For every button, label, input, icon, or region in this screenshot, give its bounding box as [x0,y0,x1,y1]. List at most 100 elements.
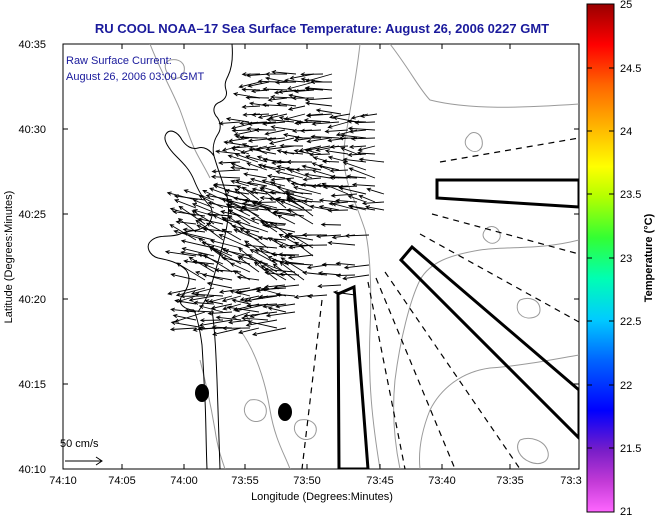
buoy-marker-2 [278,403,292,421]
buoy-marker-1 [195,384,209,402]
current-vector-arrow [176,262,206,281]
current-vector-arrow [327,121,349,129]
colorbar-tick-label: 21 [620,506,632,518]
current-vector-arrow [237,327,260,335]
current-vector-arrow [278,252,300,257]
current-vector-arrow [318,204,340,211]
current-vector-arrow [240,316,269,321]
current-vector-arrow [209,187,242,201]
x-axis-ticks [62,44,580,469]
current-vector-arrow [273,284,300,290]
y-tick-label: 40:10 [18,464,46,476]
current-vector-arrow [236,275,260,281]
x-tick-label: 73:55 [231,475,259,487]
current-vector-arrow [283,78,306,83]
current-vector-arrow [300,72,324,77]
current-vector-arrow [347,194,367,203]
current-vector-arrow [284,261,314,266]
current-vector-arrow [338,186,367,195]
current-vector-arrow [169,224,197,241]
current-vector-arrow [275,303,296,309]
current-vector-arrow [192,199,215,209]
current-vector-arrow [193,300,215,305]
colorbar-label: Temperature (°C) [643,213,655,302]
current-vector-arrow [204,299,224,305]
colorbar-tick-label: 23 [620,253,632,265]
current-vector-arrow [256,155,277,163]
current-vector-arrow [233,129,259,137]
current-vector-arrow [348,204,376,211]
bathymetry-contours [149,44,579,469]
current-vector-arrow [274,80,297,85]
current-vector-arrow [315,108,342,115]
current-vector-arrow [289,73,315,80]
current-vector-arrow [317,271,342,276]
current-vector-arrow [180,239,215,249]
colorbar-tick-label: 25 [620,0,632,11]
current-vector-arrow [239,121,268,126]
current-vector-arrow [268,113,288,120]
current-vector-arrow [327,240,356,246]
current-vector-arrow [251,327,287,337]
current-vector-arrow [260,265,287,281]
current-vector-arrow [246,162,268,171]
current-vector-arrow [231,128,250,133]
current-vector-arrow [348,144,367,150]
x-axis-label: Longitude (Degrees:Minutes) [251,491,393,503]
current-vector-arrow [251,112,270,117]
current-vector-arrow [294,167,313,172]
colorbar-tick-label: 24.5 [620,63,641,75]
current-vector-arrow [197,326,224,331]
current-vector-arrow [215,315,242,321]
current-vector-arrow [184,308,215,313]
current-vector-arrow [287,105,306,111]
current-vector-arrow [327,155,349,163]
current-vector-arrow [222,326,251,331]
current-vector-arrow [279,200,304,211]
y-tick-label: 40:25 [18,209,46,221]
current-vector-arrow [247,320,278,329]
y-axis-label: Latitude (Degrees:Minutes) [3,191,15,324]
current-vector-arrow [242,112,261,117]
current-vector-arrow [321,262,342,267]
current-vector-arrow [228,137,250,143]
current-vector-arrow [248,101,270,107]
current-vector-arrow [223,249,251,257]
current-vector-arrow [340,133,367,139]
current-vector-arrow [365,205,385,211]
current-vector-arrow [294,135,322,140]
current-vector-arrow [221,295,242,303]
current-vector-arrow [226,305,260,313]
current-vector-arrow [329,144,349,149]
current-vector-arrow [257,113,279,120]
current-vector-arrow [237,256,260,273]
current-vector-arrow [350,113,369,120]
current-vector-arrow [348,167,376,179]
colorbar-tick-label: 22 [620,380,632,392]
colorbar-tick-label: 22.5 [620,316,641,328]
current-vector-arrow [294,241,314,257]
current-vector-arrow [241,87,261,92]
current-vector-arrow [209,239,242,249]
current-vector-arrow [329,168,349,173]
current-vector-arrow [188,256,215,273]
current-vector-arrow [257,200,277,205]
colorbar-ticks [587,3,614,513]
current-vector-arrow [279,261,305,281]
current-vector-arrow [243,311,278,318]
colorbar-tick-label: 21.5 [620,443,641,455]
x-tick-label: 73:35 [496,475,524,487]
current-vector-arrow [250,177,277,187]
current-vector-arrow [309,152,331,157]
current-vector-arrow [254,127,276,133]
current-vector-arrow [208,295,233,304]
current-vector-arrow [259,195,287,201]
current-vector-arrow [259,187,287,209]
current-vector-arrow [169,327,197,332]
x-tick-label: 74:05 [108,475,136,487]
current-vector-arrow [335,273,356,278]
current-vector-arrow [175,219,197,225]
current-vector-arrow [293,137,313,143]
current-vector-arrow [207,201,233,209]
current-vector-arrow [228,319,251,325]
